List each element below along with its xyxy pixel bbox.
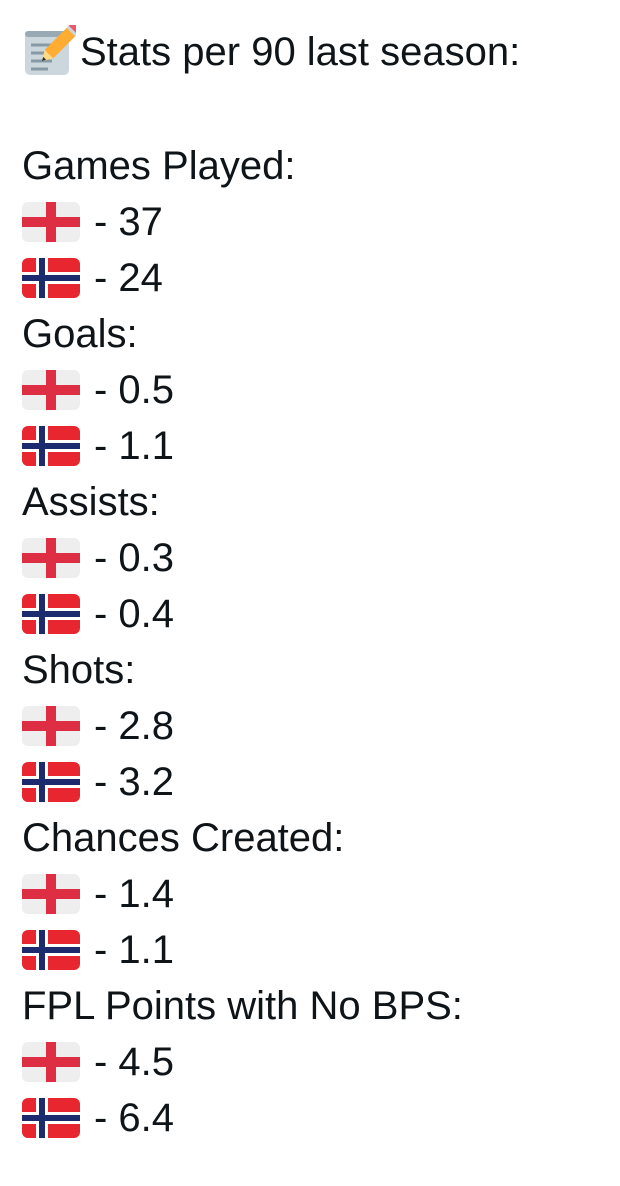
norway-value: - 1.1 bbox=[94, 928, 175, 972]
england-value: - 0.3 bbox=[94, 536, 175, 580]
england-flag-icon bbox=[22, 370, 80, 410]
england-flag-icon bbox=[22, 202, 80, 242]
england-value: - 37 bbox=[94, 200, 163, 244]
england-flag-icon bbox=[22, 706, 80, 746]
stat-label: Chances Created: bbox=[22, 816, 345, 860]
norway-value: - 3.2 bbox=[94, 760, 175, 804]
section-label: Games Played: bbox=[22, 138, 620, 194]
england-value: - 2.8 bbox=[94, 704, 175, 748]
england-value: - 1.4 bbox=[94, 872, 175, 916]
england-row: - 0.5 bbox=[22, 362, 620, 418]
england-value: - 4.5 bbox=[94, 1040, 175, 1084]
england-flag-icon bbox=[22, 1042, 80, 1082]
england-row: - 1.4 bbox=[22, 866, 620, 922]
stat-label: Goals: bbox=[22, 312, 138, 356]
norway-value: - 0.4 bbox=[94, 592, 175, 636]
stat-label: Shots: bbox=[22, 648, 136, 692]
england-row: - 0.3 bbox=[22, 530, 620, 586]
memo-icon bbox=[22, 21, 82, 79]
title-line: Stats per 90 last season: bbox=[22, 21, 620, 82]
england-row: - 37 bbox=[22, 194, 620, 250]
england-flag-icon bbox=[22, 538, 80, 578]
norway-value: - 24 bbox=[94, 256, 163, 300]
section-label: Shots: bbox=[22, 642, 620, 698]
england-flag-icon bbox=[22, 874, 80, 914]
norway-row: - 6.4 bbox=[22, 1090, 620, 1146]
norway-row: - 1.1 bbox=[22, 922, 620, 978]
stat-label: Assists: bbox=[22, 480, 160, 524]
norway-flag-icon bbox=[22, 426, 80, 466]
norway-row: - 3.2 bbox=[22, 754, 620, 810]
england-row: - 2.8 bbox=[22, 698, 620, 754]
stat-label: Games Played: bbox=[22, 144, 296, 188]
section-label: Assists: bbox=[22, 474, 620, 530]
blank-line bbox=[22, 82, 620, 138]
norway-value: - 6.4 bbox=[94, 1096, 175, 1140]
section-label: Goals: bbox=[22, 306, 620, 362]
norway-flag-icon bbox=[22, 594, 80, 634]
norway-flag-icon bbox=[22, 258, 80, 298]
norway-flag-icon bbox=[22, 930, 80, 970]
section-label: FPL Points with No BPS: bbox=[22, 978, 620, 1034]
norway-flag-icon bbox=[22, 1098, 80, 1138]
title-text: Stats per 90 last season: bbox=[80, 30, 521, 74]
england-value: - 0.5 bbox=[94, 368, 175, 412]
norway-flag-icon bbox=[22, 762, 80, 802]
stats-list: Games Played: - 37 - 24 Goals: bbox=[22, 138, 620, 1146]
section-label: Chances Created: bbox=[22, 810, 620, 866]
norway-value: - 1.1 bbox=[94, 424, 175, 468]
norway-row: - 24 bbox=[22, 250, 620, 306]
stat-label: FPL Points with No BPS: bbox=[22, 984, 463, 1028]
england-row: - 4.5 bbox=[22, 1034, 620, 1090]
norway-row: - 1.1 bbox=[22, 418, 620, 474]
norway-row: - 0.4 bbox=[22, 586, 620, 642]
